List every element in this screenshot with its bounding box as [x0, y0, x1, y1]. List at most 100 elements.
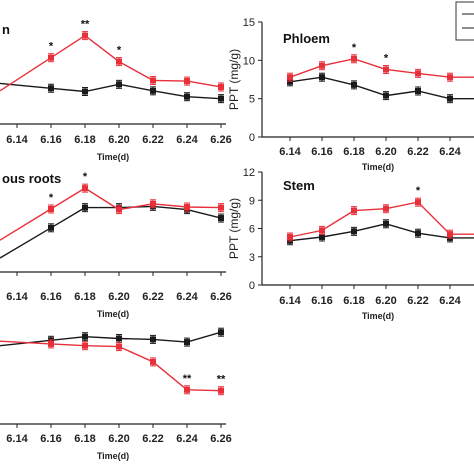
x-tick-label: 6.22: [142, 433, 163, 445]
data-point-treatment: [415, 199, 421, 206]
x-tick-label: 6.16: [40, 433, 61, 445]
x-axis-label: Time(d): [97, 451, 129, 461]
x-tick-label: 6.24: [176, 433, 198, 445]
legend: [455, 1, 474, 41]
x-tick-label: 6.20: [108, 291, 129, 303]
data-point-control: [116, 81, 122, 88]
y-tick-label: 0: [249, 280, 255, 292]
significance-marker: **: [217, 374, 226, 386]
data-point-treatment: [48, 205, 54, 212]
data-point-control: [351, 81, 357, 88]
data-point-treatment: [447, 74, 453, 81]
y-tick-label: 10: [243, 55, 255, 67]
data-point-treatment: [48, 340, 54, 347]
x-tick-label: 6.22: [407, 146, 428, 158]
chart-panel-4: 6.14 6.16 6.18 6.20 6.22 6.24 Time(d) 0 3 6 9 12 PPT…: [227, 167, 474, 321]
data-point-treatment: [116, 58, 122, 65]
data-point-treatment: [218, 204, 224, 211]
data-point-treatment: [48, 54, 54, 61]
y-tick-label: 3: [249, 252, 255, 264]
data-point-control: [184, 339, 190, 346]
x-tick-label: 6.18: [74, 134, 95, 146]
chart-panel-5: 6.14 6.16 6.18 6.20 6.22 6.24 6.26 Time(d) ** **: [0, 327, 232, 461]
x-tick-label: 6.20: [375, 146, 396, 158]
series-line-treatment: [0, 187, 222, 241]
x-tick-label: 6.22: [142, 134, 163, 146]
data-point-control: [116, 335, 122, 342]
y-tick-label: 12: [243, 167, 255, 179]
panel-title: Phloem: [283, 31, 330, 46]
significance-marker: *: [384, 53, 389, 65]
x-axis-label: Time(d): [362, 162, 394, 172]
x-tick-label: 6.18: [343, 146, 364, 158]
x-tick-label: 6.20: [108, 134, 129, 146]
data-point-control: [287, 78, 293, 85]
panels: 6.14 6.16 6.18 6.20 6.22 6.24 6.26Time(d)n****…: [0, 17, 474, 461]
significance-marker: *: [83, 171, 88, 183]
data-point-treatment: [351, 55, 357, 62]
series-line-treatment: [289, 201, 474, 238]
x-axis-label: Time(d): [97, 152, 129, 162]
data-point-treatment: [383, 66, 389, 73]
data-point-treatment: [116, 206, 122, 213]
x-tick-label: 6.24: [176, 134, 198, 146]
data-point-treatment: [116, 343, 122, 350]
significance-marker: *: [352, 42, 357, 54]
y-axis-label: PPT (mg/g): [227, 49, 241, 110]
data-point-treatment: [319, 62, 325, 69]
data-point-treatment: [184, 386, 190, 393]
x-tick-label: 6.16: [311, 295, 332, 307]
x-tick-label: 6.22: [142, 291, 163, 303]
x-tick-label: 6.16: [40, 134, 61, 146]
significance-marker: **: [183, 373, 192, 385]
data-point-treatment: [82, 32, 88, 39]
data-point-treatment: [218, 387, 224, 394]
x-tick-label: 6.16: [40, 291, 61, 303]
y-tick-label: 6: [249, 224, 255, 236]
y-axis-label: PPT (mg/g): [227, 198, 241, 259]
series-line-treatment: [289, 58, 474, 78]
chart-panel-2: 6.14 6.16 6.18 6.20 6.22 6.24 Time(d) 0 5 10 15 PPT…: [227, 17, 474, 172]
x-tick-label: 6.20: [108, 433, 129, 445]
y-tick-label: 9: [249, 195, 255, 207]
data-point-treatment: [150, 200, 156, 207]
data-point-treatment: [184, 204, 190, 210]
data-point-treatment: [287, 233, 293, 240]
significance-marker: *: [416, 185, 421, 197]
x-tick-label: 6.24: [176, 291, 198, 303]
y-tick-label: 5: [249, 94, 255, 106]
x-axis-label: Time(d): [97, 309, 129, 319]
x-tick-label: 6.14: [279, 146, 301, 158]
panel-title: Stem: [283, 178, 315, 193]
data-point-control: [218, 95, 224, 102]
x-tick-label: 6.14: [6, 433, 28, 445]
data-point-control: [415, 230, 421, 237]
data-point-treatment: [351, 207, 357, 214]
data-point-treatment: [150, 77, 156, 84]
data-point-control: [48, 85, 54, 92]
data-point-treatment: [383, 205, 389, 212]
panel-title: n: [2, 22, 10, 37]
data-point-control: [82, 88, 88, 95]
x-tick-label: 6.26: [210, 134, 231, 146]
x-tick-label: 6.26: [210, 433, 231, 445]
series-line-control: [0, 205, 222, 259]
data-point-control: [218, 215, 224, 222]
significance-marker: *: [49, 41, 54, 53]
data-point-control: [351, 228, 357, 235]
data-point-control: [150, 87, 156, 94]
data-point-control: [82, 204, 88, 211]
x-tick-label: 6.24: [439, 146, 461, 158]
chart-panel-3: 6.14 6.16 6.18 6.20 6.22 6.24 6.26 Time(d) ous r…: [0, 171, 232, 319]
data-point-treatment: [319, 227, 325, 234]
x-tick-label: 6.14: [279, 295, 301, 307]
data-point-control: [150, 336, 156, 343]
y-tick-label: 0: [249, 132, 255, 144]
data-point-treatment: [287, 74, 293, 81]
data-point-treatment: [447, 231, 453, 238]
y-tick-label: 15: [243, 17, 255, 29]
data-point-control: [184, 93, 190, 100]
data-point-control: [319, 233, 325, 240]
